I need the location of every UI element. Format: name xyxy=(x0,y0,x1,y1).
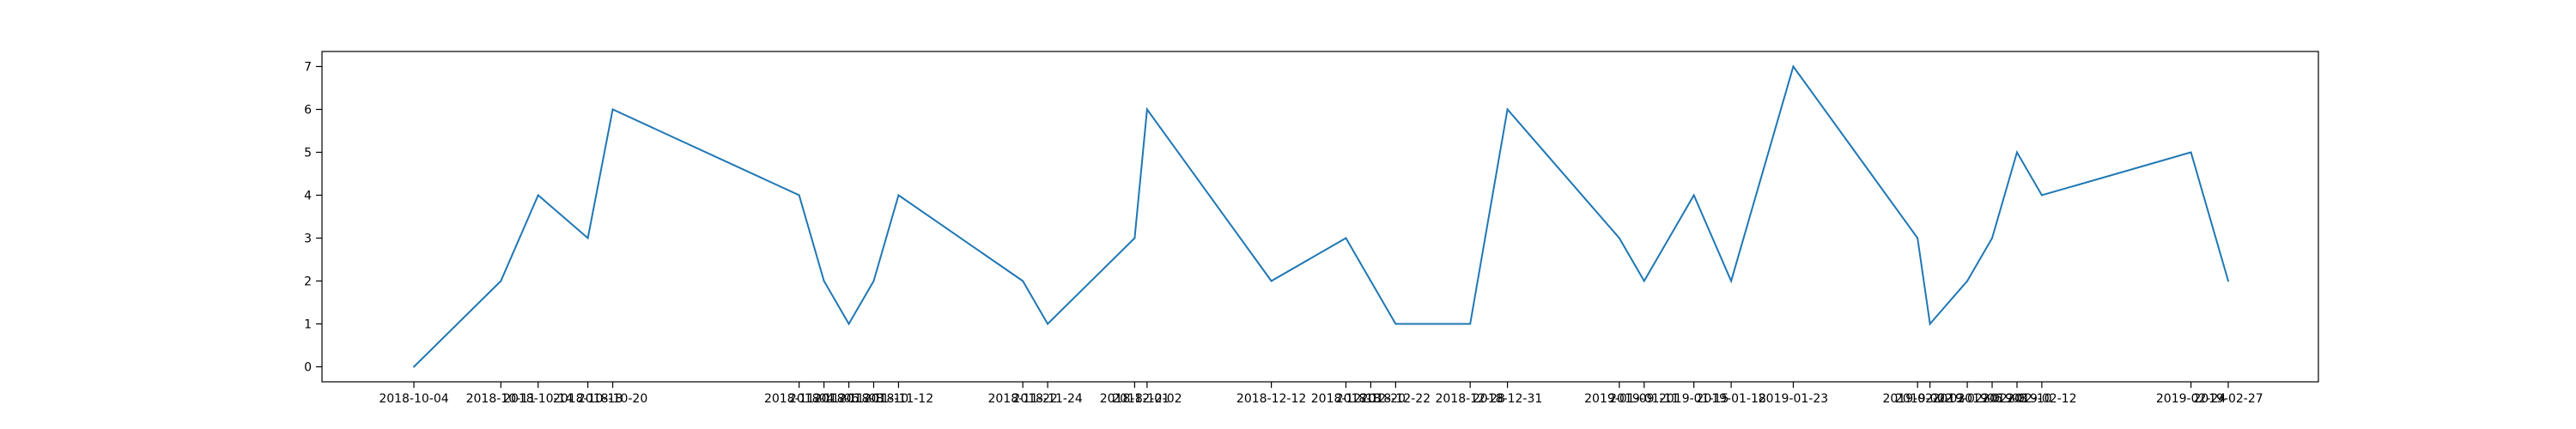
data-point xyxy=(1469,323,1472,325)
data-point xyxy=(1270,280,1273,282)
data-point xyxy=(2190,151,2192,154)
x-tick-label: 2018-11-24 xyxy=(1012,392,1082,406)
series-line xyxy=(413,64,2229,368)
x-tick-label: 2018-10-20 xyxy=(578,392,647,406)
x-tick-label: 2019-01-09 xyxy=(1584,392,1654,406)
x-tick-label: 2019-02-27 xyxy=(2193,392,2263,406)
x-tick-label: 2018-11-04 xyxy=(764,392,834,406)
x-tick-label: 2019-02-06 xyxy=(1932,392,2002,406)
x-tick-label: 2019-01-18 xyxy=(1696,392,1765,406)
data-point xyxy=(2227,280,2229,282)
x-tick-label: 2018-11-08 xyxy=(814,392,884,406)
data-point xyxy=(2015,151,2018,154)
data-point xyxy=(1966,280,1969,282)
data-point xyxy=(1929,323,1931,325)
data-point xyxy=(1618,237,1620,239)
data-point xyxy=(537,194,539,196)
y-tick-label: 1 xyxy=(304,318,312,332)
data-point xyxy=(1022,280,1024,282)
data-point xyxy=(2040,194,2043,196)
data-point xyxy=(1792,65,1795,68)
plot-frame xyxy=(321,51,2319,383)
y-tick-label: 4 xyxy=(304,190,312,203)
data-point xyxy=(872,280,875,282)
x-tick-label: 2018-10-04 xyxy=(379,392,448,406)
x-tick-label: 2018-12-18 xyxy=(1311,392,1381,406)
y-axis: 0 1 2 3 4 5 6 7 xyxy=(304,61,322,375)
plot-area xyxy=(321,51,2319,383)
data-point xyxy=(823,280,825,282)
x-tick-label: 2019-02-08 xyxy=(1957,392,2026,406)
data-point xyxy=(1345,237,1347,239)
x-tick-label: 2018-11-12 xyxy=(864,392,933,406)
x-tick-label: 2018-10-14 xyxy=(503,392,573,406)
data-point xyxy=(897,194,900,196)
x-tick-label: 2018-10-18 xyxy=(553,392,623,406)
data-point xyxy=(1692,194,1695,196)
x-tick-label: 2018-11-06 xyxy=(789,392,859,406)
data-point xyxy=(1730,280,1733,282)
data-point xyxy=(413,366,415,368)
x-tick-label: 2019-02-12 xyxy=(2007,392,2076,406)
data-point xyxy=(848,323,850,325)
y-tick-label: 0 xyxy=(304,361,312,375)
x-tick-label: 2018-12-02 xyxy=(1112,392,1182,406)
x-tick-label: 2019-01-23 xyxy=(1759,392,1828,406)
data-point xyxy=(1133,237,1136,239)
x-tick-label: 2019-02-10 xyxy=(1982,392,2051,406)
data-point xyxy=(1917,237,1919,239)
x-tick-label: 2018-12-12 xyxy=(1236,392,1306,406)
y-tick-label: 3 xyxy=(304,233,312,246)
data-point xyxy=(1047,323,1049,325)
x-tick-label: 2019-02-24 xyxy=(2156,392,2226,406)
x-tick-label: 2018-12-20 xyxy=(1336,392,1406,406)
x-tick-label: 2019-01-11 xyxy=(1609,392,1679,406)
y-tick-label: 6 xyxy=(304,104,312,118)
x-tick-label: 2019-02-03 xyxy=(1895,392,1965,406)
x-tick-label: 2019-02-02 xyxy=(1882,392,1952,406)
y-tick-label: 2 xyxy=(304,275,312,289)
data-point xyxy=(586,237,589,239)
data-point xyxy=(1991,237,1994,239)
x-tick-label: 2018-12-01 xyxy=(1100,392,1170,406)
data-point xyxy=(1506,108,1509,111)
y-tick-label: 7 xyxy=(304,61,312,75)
data-point xyxy=(1145,108,1148,111)
x-tick-label: 2018-11-10 xyxy=(839,392,908,406)
x-tick-label: 2018-12-31 xyxy=(1473,392,1542,406)
data-point xyxy=(1370,280,1372,282)
x-tick-label: 2018-12-28 xyxy=(1435,392,1504,406)
x-tick-label: 2018-11-22 xyxy=(987,392,1057,406)
series-layer xyxy=(413,64,2229,368)
x-tick-label: 2018-10-11 xyxy=(466,392,536,406)
y-tick-label: 5 xyxy=(304,147,312,160)
data-point xyxy=(500,280,502,282)
data-point xyxy=(611,108,614,111)
x-tick-label: 2018-12-22 xyxy=(1361,392,1431,406)
x-tick-label: 2019-01-15 xyxy=(1659,392,1728,406)
data-point xyxy=(798,194,800,196)
data-point xyxy=(1643,280,1645,282)
x-axis: 2018-10-04 2018-10-112018-10-142018-10-18… xyxy=(379,382,2263,406)
data-point xyxy=(1394,323,1397,325)
